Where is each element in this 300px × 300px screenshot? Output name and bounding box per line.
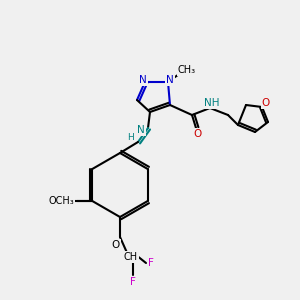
Text: F: F: [130, 277, 136, 287]
Text: OCH₃: OCH₃: [47, 196, 73, 206]
Text: NH: NH: [204, 98, 220, 108]
Text: F: F: [148, 258, 154, 268]
Text: O: O: [262, 98, 270, 108]
Text: CH₃: CH₃: [178, 65, 196, 75]
Text: OCH₃: OCH₃: [48, 196, 74, 206]
Text: N: N: [166, 75, 174, 85]
Text: N: N: [137, 125, 145, 135]
Text: N: N: [139, 75, 147, 85]
Text: H: H: [127, 134, 134, 142]
Text: CH: CH: [124, 252, 138, 262]
Text: O: O: [193, 129, 201, 139]
Text: O: O: [112, 240, 120, 250]
